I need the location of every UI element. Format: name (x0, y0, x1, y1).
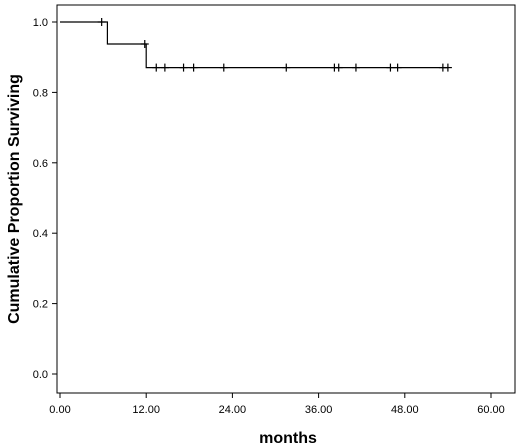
x-tick-label: 36.00 (305, 404, 333, 416)
y-tick-label: 0.4 (33, 228, 48, 240)
y-axis-title: Cumulative Proportion Surviving (6, 74, 23, 324)
censor-mark (160, 63, 169, 72)
censor-mark (189, 63, 198, 72)
x-axis: 0.00 12.00 24.00 36.00 48.00 60.00 (49, 393, 505, 416)
y-tick-label: 0.2 (33, 299, 48, 311)
x-axis-title: months (259, 430, 317, 446)
censor-mark (386, 63, 395, 72)
x-tick-label: 0.00 (49, 404, 70, 416)
censor-mark (152, 63, 161, 72)
censor-marks (97, 18, 452, 72)
x-tick-label: 48.00 (391, 404, 419, 416)
censor-mark (282, 63, 291, 72)
x-tick-label: 24.00 (219, 404, 247, 416)
censor-mark (443, 63, 452, 72)
x-tick-label: 12.00 (132, 404, 160, 416)
y-tick-label: 0.0 (33, 369, 48, 381)
censor-mark (140, 40, 149, 48)
y-tick-label: 0.8 (33, 87, 48, 99)
censor-mark (393, 63, 402, 72)
survival-step-line (60, 21, 448, 69)
x-tick-label: 60.00 (477, 404, 505, 416)
censor-mark (219, 63, 228, 72)
censor-mark (351, 63, 360, 72)
y-axis: 0.0 0.2 0.4 0.6 0.8 1.0 (33, 17, 57, 381)
plot-frame (56, 4, 516, 394)
censor-mark (97, 18, 106, 26)
censor-mark (179, 63, 188, 72)
y-tick-label: 1.0 (33, 17, 48, 29)
y-tick-label: 0.6 (33, 158, 48, 170)
censor-mark (334, 63, 343, 72)
